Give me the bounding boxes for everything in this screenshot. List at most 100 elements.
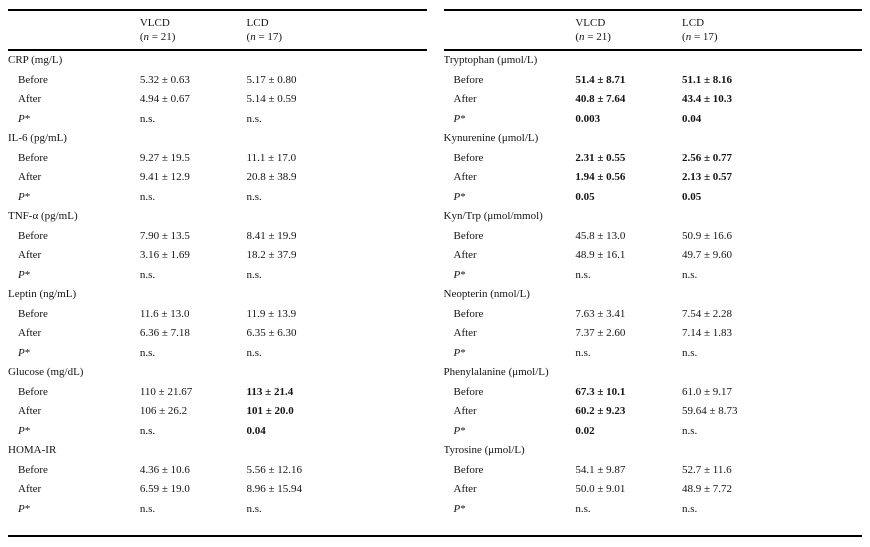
p-symbol: P (453, 502, 461, 515)
table-row: P* n.s. n.s. (444, 344, 863, 364)
value-cell: 0.04 (682, 112, 702, 125)
value-cell: 106 ± 26.2 (139, 405, 188, 417)
row-label: After (18, 93, 42, 105)
value-cell: 50.0 ± 9.01 (575, 483, 626, 495)
value-cell: n.s. (246, 112, 262, 125)
p-asterisk: * (460, 424, 466, 437)
p-symbol: P (18, 268, 25, 281)
value-cell: 40.8 ± 7.64 (575, 93, 626, 105)
row-label: P* (444, 188, 576, 208)
column-header-n-pre: ( (139, 31, 144, 43)
table-row: P* 0.02 n.s. (444, 422, 863, 442)
value-cell: 8.96 ± 15.94 (246, 483, 303, 495)
table-row: After 60.2 ± 9.23 59.64 ± 8.73 (444, 402, 863, 422)
table-row: After 9.41 ± 12.9 20.8 ± 38.9 (8, 168, 427, 188)
section-label: Phenylalanine (μmol/L) (443, 366, 549, 378)
column-header-n: (n = 17) (247, 30, 427, 44)
value-cell: 5.17 ± 0.80 (246, 73, 297, 86)
value-cell: n.s. (575, 268, 591, 281)
amino-acid-parameters-table: VLCD (n = 21) LCD (n = 17) Tryptophan (μmol/… (443, 9, 863, 519)
section-row: Kynurenine (μmol/L) (444, 129, 863, 149)
value-cell: n.s. (246, 268, 262, 281)
row-label: P* (444, 266, 576, 286)
value-cell: 5.32 ± 0.63 (139, 73, 190, 86)
value-cell: 0.003 (575, 112, 601, 125)
value-cell: 0.04 (246, 424, 266, 437)
row-label: P* (8, 266, 140, 286)
value-cell: 0.02 (575, 424, 595, 437)
table-row: After 3.16 ± 1.69 18.2 ± 37.9 (8, 246, 427, 266)
value-cell: 7.90 ± 13.5 (139, 229, 190, 242)
value-cell: n.s. (575, 346, 591, 359)
value-cell: 48.9 ± 16.1 (575, 249, 626, 261)
p-symbol: P (18, 346, 25, 359)
table-row: After 40.8 ± 7.64 43.4 ± 10.3 (444, 90, 863, 110)
section-label: Kyn/Trp (μmol/mmol) (443, 210, 543, 222)
value-cell: 49.7 ± 9.60 (682, 249, 733, 261)
value-cell: 67.3 ± 10.1 (575, 385, 626, 398)
table-row: Before 4.36 ± 10.6 5.56 ± 12.16 (8, 461, 427, 481)
p-asterisk: * (24, 112, 31, 125)
value-cell: n.s. (682, 502, 698, 515)
column-header-vlcd: VLCD (n = 21) (139, 10, 247, 51)
section-label: Neopterin (nmol/L) (443, 288, 530, 300)
row-label: Before (453, 463, 484, 476)
section-label: Kynurenine (μmol/L) (443, 132, 539, 144)
value-cell: n.s. (139, 502, 156, 515)
column-header-n: (n = 21) (575, 30, 682, 44)
value-cell: n.s. (139, 346, 156, 359)
value-cell: n.s. (139, 190, 156, 203)
table-row: After 50.0 ± 9.01 48.9 ± 7.72 (444, 480, 863, 500)
row-label: P* (444, 422, 576, 442)
value-cell: n.s. (682, 268, 698, 281)
table-row: After 106 ± 26.2 101 ± 20.0 (8, 402, 427, 422)
value-cell: 2.13 ± 0.57 (682, 171, 733, 183)
value-cell: 5.56 ± 12.16 (246, 463, 303, 476)
p-asterisk: * (24, 502, 31, 515)
header-row: VLCD (n = 21) LCD (n = 17) (8, 10, 427, 51)
column-header-n-post: = 17) (255, 31, 283, 43)
value-cell: 2.56 ± 0.77 (682, 151, 733, 164)
value-cell: 11.6 ± 13.0 (139, 307, 190, 320)
value-cell: 20.8 ± 38.9 (246, 171, 297, 183)
table-row: Before 5.32 ± 0.63 5.17 ± 0.80 (8, 71, 427, 91)
value-cell: 3.16 ± 1.69 (139, 249, 190, 261)
value-cell: 48.9 ± 7.72 (682, 483, 733, 495)
section-label: TNF-α (pg/mL) (8, 210, 78, 222)
column-header-n: (n = 21) (140, 30, 247, 44)
table-row: P* n.s. n.s. (8, 344, 427, 364)
value-cell: 101 ± 20.0 (246, 405, 294, 417)
p-asterisk: * (460, 190, 466, 203)
section-label: HOMA-IR (8, 444, 57, 456)
value-cell: n.s. (682, 346, 698, 359)
value-cell: n.s. (246, 190, 262, 203)
column-header-n-pre: ( (682, 31, 686, 43)
table-row: Before 7.63 ± 3.41 7.54 ± 2.28 (444, 305, 863, 325)
value-cell: n.s. (246, 502, 262, 515)
column-header-title: LCD (682, 17, 705, 29)
right-table-panel: VLCD (n = 21) LCD (n = 17) Tryptophan (μmol/… (443, 9, 863, 519)
column-header-n-var: n (578, 31, 585, 43)
column-header-n: (n = 17) (682, 30, 862, 44)
value-cell: 18.2 ± 37.9 (246, 249, 297, 261)
row-label: P* (8, 500, 140, 520)
value-cell: 7.63 ± 3.41 (575, 307, 626, 320)
value-cell: 61.0 ± 9.17 (682, 385, 733, 398)
table-row: P* n.s. n.s. (444, 266, 863, 286)
value-cell: n.s. (139, 424, 156, 437)
value-cell: 7.54 ± 2.28 (682, 307, 733, 320)
section-row: IL-6 (pg/mL) (8, 129, 427, 149)
table-row: Before 7.90 ± 13.5 8.41 ± 19.9 (8, 227, 427, 247)
value-cell: n.s. (682, 424, 698, 437)
inflammation-metabolic-parameters-table: VLCD (n = 21) LCD (n = 17) CRP (mg/L) Before 5… (8, 9, 427, 519)
value-cell: 0.05 (575, 190, 595, 203)
table-row: P* 0.003 0.04 (444, 110, 863, 130)
value-cell: n.s. (139, 268, 156, 281)
section-row: Tryptophan (μmol/L) (444, 50, 863, 71)
p-asterisk: * (24, 268, 31, 281)
row-label: Before (18, 307, 48, 320)
value-cell: 8.41 ± 19.9 (246, 229, 297, 242)
column-header-n-pre: ( (575, 31, 579, 43)
p-symbol: P (453, 112, 461, 125)
row-label: Before (453, 307, 484, 320)
